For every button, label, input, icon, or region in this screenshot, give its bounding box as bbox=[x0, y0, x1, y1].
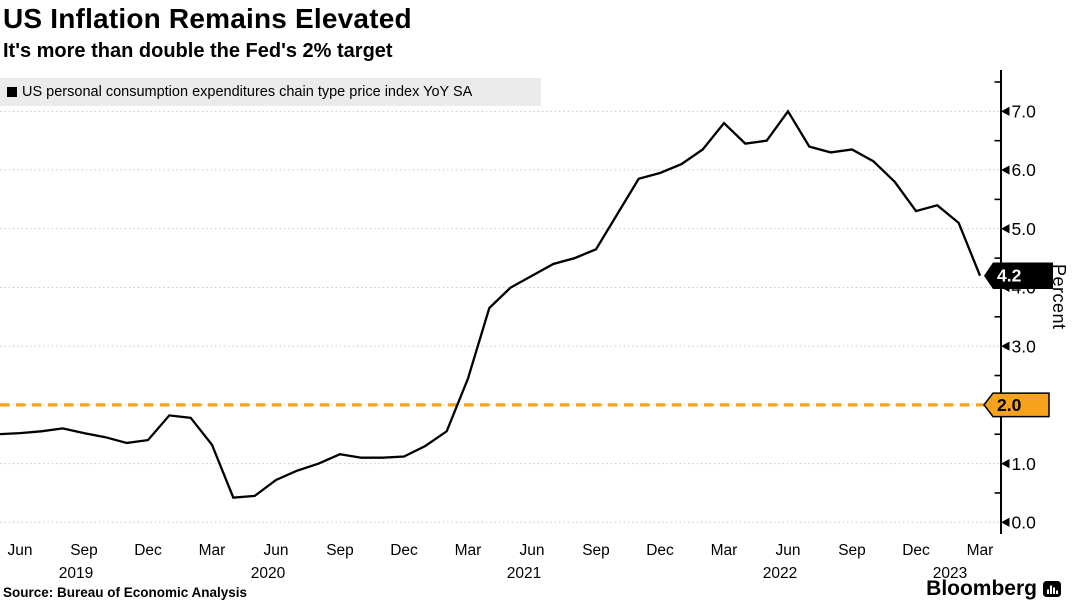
target-value-badge bbox=[983, 392, 1050, 418]
latest-value-badge bbox=[984, 262, 1053, 289]
x-axis-month-label: Sep bbox=[838, 542, 866, 559]
y-axis-tick-arrow-icon bbox=[1001, 341, 1010, 351]
x-axis-month-label: Dec bbox=[390, 542, 418, 559]
x-axis-month-label: Mar bbox=[711, 542, 738, 559]
x-axis-month-label: Dec bbox=[902, 542, 930, 559]
x-axis-month-label: Jun bbox=[520, 542, 545, 559]
y-axis-tick-label: 6.0 bbox=[1012, 160, 1037, 180]
legend-series-label: US personal consumption expenditures cha… bbox=[22, 84, 473, 100]
bloomberg-terminal-icon bbox=[1043, 580, 1061, 597]
x-axis-year-label: 2020 bbox=[251, 565, 286, 582]
x-axis-month-label: Mar bbox=[455, 542, 482, 559]
x-axis-month-label: Sep bbox=[70, 542, 98, 559]
chart-subtitle: It's more than double the Fed's 2% targe… bbox=[3, 40, 393, 62]
x-axis-month-label: Dec bbox=[134, 542, 162, 559]
y-axis-tick-arrow-icon bbox=[1001, 517, 1010, 527]
pce-yoy-line bbox=[0, 109, 982, 499]
y-axis-tick-label: 1.0 bbox=[1012, 454, 1037, 474]
bloomberg-logo: Bloomberg bbox=[926, 577, 1061, 601]
y-axis-tick-arrow-icon bbox=[1001, 224, 1010, 234]
y-axis-tick-label: 0.0 bbox=[1012, 513, 1037, 533]
target-value-badge-label: 2.0 bbox=[997, 395, 1022, 415]
y-axis-tick-arrow-icon bbox=[1001, 165, 1010, 175]
legend: US personal consumption expenditures cha… bbox=[0, 78, 541, 106]
y-axis-tick-label: 3.0 bbox=[1012, 336, 1037, 356]
y-axis-title: Percent bbox=[1049, 264, 1069, 330]
x-axis-month-label: Jun bbox=[8, 542, 33, 559]
bloomberg-logo-text: Bloomberg bbox=[926, 577, 1037, 600]
chart-title: US Inflation Remains Elevated bbox=[3, 3, 412, 34]
x-axis-month-label: Dec bbox=[646, 542, 674, 559]
x-axis-month-label: Mar bbox=[199, 542, 226, 559]
x-axis-year-label: 2019 bbox=[59, 565, 93, 582]
legend-square-marker-icon bbox=[7, 87, 17, 97]
x-axis-year-label: 2023 bbox=[933, 565, 967, 582]
x-axis-month-label: Jun bbox=[264, 542, 289, 559]
x-axis-month-label: Jun bbox=[776, 542, 801, 559]
y-axis-tick-arrow-icon bbox=[1001, 106, 1010, 116]
y-axis-tick-arrow-icon bbox=[1001, 458, 1010, 469]
x-axis-year-label: 2022 bbox=[763, 565, 797, 582]
x-axis-year-label: 2021 bbox=[507, 565, 541, 582]
x-axis-month-label: Sep bbox=[582, 542, 610, 559]
y-axis-tick-label: 5.0 bbox=[1012, 219, 1037, 239]
x-axis-month-label: Mar bbox=[967, 542, 994, 559]
source-note: Source: Bureau of Economic Analysis bbox=[3, 585, 248, 600]
x-axis-month-label: Sep bbox=[326, 542, 354, 559]
latest-value-badge-label: 4.2 bbox=[997, 266, 1022, 286]
y-axis-tick-label: 7.0 bbox=[1012, 102, 1037, 122]
